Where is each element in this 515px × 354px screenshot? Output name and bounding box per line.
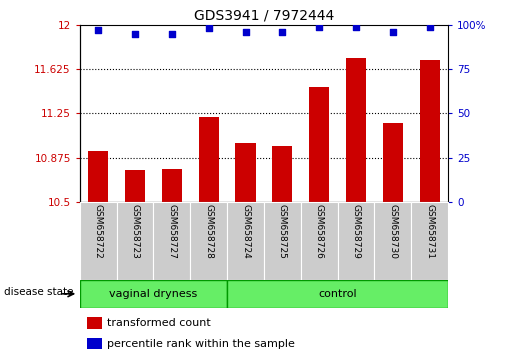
Bar bbox=[199, 117, 219, 202]
Bar bbox=[80, 202, 117, 280]
Bar bbox=[411, 202, 448, 280]
Text: GSM658724: GSM658724 bbox=[241, 204, 250, 259]
Bar bbox=[374, 202, 411, 280]
Text: GSM658722: GSM658722 bbox=[94, 204, 102, 259]
Bar bbox=[87, 338, 102, 349]
Bar bbox=[116, 202, 153, 280]
Point bbox=[131, 31, 139, 36]
Point bbox=[204, 25, 213, 31]
Text: percentile rank within the sample: percentile rank within the sample bbox=[108, 339, 295, 349]
Text: GSM658728: GSM658728 bbox=[204, 204, 213, 259]
Text: transformed count: transformed count bbox=[108, 318, 211, 328]
Bar bbox=[346, 58, 366, 202]
Bar bbox=[227, 280, 448, 308]
Text: GSM658731: GSM658731 bbox=[425, 204, 434, 259]
Bar bbox=[301, 202, 338, 280]
Bar bbox=[272, 146, 293, 202]
Bar bbox=[264, 202, 301, 280]
Text: control: control bbox=[318, 289, 357, 299]
Text: GSM658723: GSM658723 bbox=[131, 204, 140, 259]
Point bbox=[278, 29, 286, 35]
Bar bbox=[227, 202, 264, 280]
Text: GSM658730: GSM658730 bbox=[388, 204, 397, 259]
Point bbox=[389, 29, 397, 35]
Point bbox=[168, 31, 176, 36]
Point bbox=[315, 24, 323, 29]
Text: GSM658729: GSM658729 bbox=[352, 204, 360, 259]
Bar bbox=[88, 151, 108, 202]
Bar bbox=[420, 60, 440, 202]
Bar bbox=[383, 123, 403, 202]
Text: GSM658727: GSM658727 bbox=[167, 204, 176, 259]
Point bbox=[242, 29, 250, 35]
Text: GSM658725: GSM658725 bbox=[278, 204, 287, 259]
Bar bbox=[87, 317, 102, 329]
Bar bbox=[191, 202, 227, 280]
Point bbox=[352, 24, 360, 29]
Title: GDS3941 / 7972444: GDS3941 / 7972444 bbox=[194, 8, 334, 22]
Bar bbox=[153, 202, 191, 280]
Bar bbox=[162, 169, 182, 202]
Point bbox=[425, 24, 434, 29]
Bar bbox=[309, 87, 329, 202]
Bar bbox=[80, 280, 227, 308]
Text: disease state: disease state bbox=[4, 287, 74, 297]
Point bbox=[94, 27, 102, 33]
Text: vaginal dryness: vaginal dryness bbox=[109, 289, 198, 299]
Text: GSM658726: GSM658726 bbox=[315, 204, 323, 259]
Bar bbox=[338, 202, 374, 280]
Bar bbox=[235, 143, 255, 202]
Bar bbox=[125, 170, 145, 202]
